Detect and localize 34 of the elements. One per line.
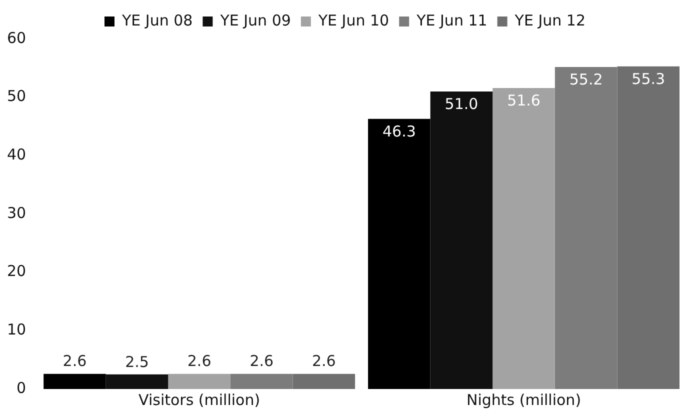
data-label: 55.2 — [569, 70, 603, 88]
y-tick-label: 50 — [6, 87, 26, 106]
y-tick-label: 60 — [6, 28, 26, 47]
bar — [230, 374, 293, 389]
x-tick-label: Nights (million) — [466, 390, 582, 409]
data-label: 2.5 — [125, 352, 149, 371]
legend-label: YE Jun 08 — [121, 11, 193, 30]
data-label: 46.3 — [382, 122, 416, 140]
y-tick-label: 30 — [6, 204, 26, 222]
bar — [292, 374, 356, 389]
legend-label: YE Jun 10 — [317, 11, 390, 30]
legend-label: YE Jun 12 — [514, 11, 586, 30]
data-label: 2.6 — [187, 352, 212, 370]
bar — [44, 374, 106, 389]
bar — [554, 67, 618, 389]
bar — [430, 92, 493, 389]
legend-label: YE Jun 11 — [416, 11, 488, 30]
data-label: 2.6 — [312, 352, 336, 370]
bar — [106, 374, 168, 389]
data-label: 51.6 — [507, 91, 540, 110]
data-label: 2.6 — [62, 352, 87, 370]
bar — [368, 118, 430, 389]
bar — [492, 88, 555, 389]
x-tick-label: Visitors (million) — [138, 390, 260, 409]
bar — [617, 66, 680, 389]
legend-label: YE Jun 09 — [219, 11, 291, 30]
y-tick-label: 20 — [6, 262, 26, 280]
bar — [168, 374, 230, 389]
y-tick-label: 0 — [16, 378, 26, 397]
data-label: 2.6 — [250, 352, 274, 370]
y-tick-label: 40 — [6, 146, 26, 164]
data-label: 51.0 — [444, 94, 478, 113]
y-tick-label: 10 — [6, 320, 26, 339]
data-label: 55.3 — [632, 70, 666, 88]
